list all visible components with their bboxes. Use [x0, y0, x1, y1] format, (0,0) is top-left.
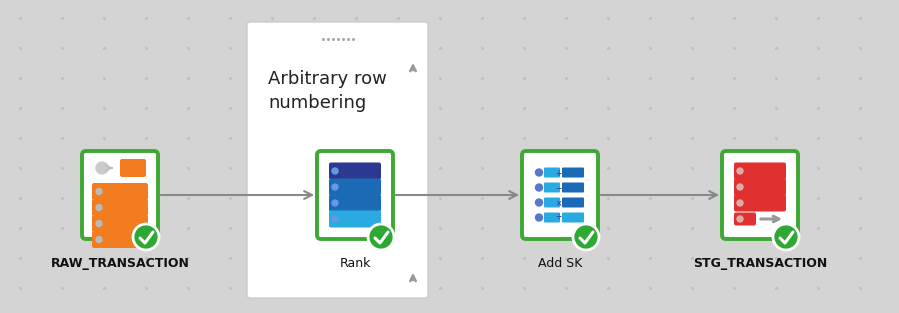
Circle shape [737, 168, 743, 174]
Circle shape [133, 224, 159, 250]
FancyBboxPatch shape [120, 159, 146, 177]
Circle shape [96, 220, 102, 227]
FancyBboxPatch shape [92, 183, 148, 200]
Circle shape [536, 214, 542, 221]
FancyBboxPatch shape [317, 151, 393, 239]
FancyBboxPatch shape [544, 167, 560, 177]
Circle shape [332, 168, 338, 174]
FancyBboxPatch shape [544, 198, 560, 208]
Circle shape [737, 184, 743, 190]
FancyBboxPatch shape [92, 231, 148, 248]
FancyBboxPatch shape [734, 213, 756, 225]
FancyBboxPatch shape [329, 194, 381, 212]
Text: Add SK: Add SK [538, 257, 583, 270]
FancyBboxPatch shape [562, 167, 584, 177]
FancyBboxPatch shape [544, 182, 560, 192]
Circle shape [737, 200, 743, 206]
Circle shape [96, 162, 108, 174]
Circle shape [536, 184, 542, 191]
FancyBboxPatch shape [329, 211, 381, 228]
FancyBboxPatch shape [722, 151, 798, 239]
FancyBboxPatch shape [734, 178, 786, 196]
Circle shape [96, 188, 102, 194]
Text: +: + [555, 169, 561, 178]
Circle shape [737, 216, 743, 222]
Text: ÷: ÷ [555, 214, 561, 223]
FancyBboxPatch shape [562, 213, 584, 223]
FancyBboxPatch shape [247, 22, 428, 298]
FancyBboxPatch shape [562, 182, 584, 192]
FancyBboxPatch shape [562, 198, 584, 208]
Circle shape [368, 224, 394, 250]
FancyBboxPatch shape [544, 213, 560, 223]
Text: Arbitrary row
numbering: Arbitrary row numbering [268, 70, 387, 112]
FancyBboxPatch shape [734, 162, 786, 179]
Circle shape [332, 216, 338, 222]
Text: Rank: Rank [339, 257, 370, 270]
FancyBboxPatch shape [329, 178, 381, 196]
FancyBboxPatch shape [92, 199, 148, 216]
Text: STG_TRANSACTION: STG_TRANSACTION [693, 257, 827, 270]
Text: RAW_TRANSACTION: RAW_TRANSACTION [50, 257, 190, 270]
Circle shape [332, 184, 338, 190]
FancyBboxPatch shape [92, 215, 148, 232]
Circle shape [96, 237, 102, 243]
Circle shape [96, 204, 102, 211]
Text: −: − [555, 184, 561, 193]
FancyBboxPatch shape [82, 151, 158, 239]
Text: ×: × [555, 199, 561, 208]
FancyBboxPatch shape [734, 194, 786, 212]
Circle shape [573, 224, 599, 250]
Circle shape [332, 200, 338, 206]
Circle shape [536, 169, 542, 176]
FancyBboxPatch shape [522, 151, 598, 239]
FancyBboxPatch shape [329, 162, 381, 179]
Circle shape [536, 199, 542, 206]
Circle shape [773, 224, 799, 250]
